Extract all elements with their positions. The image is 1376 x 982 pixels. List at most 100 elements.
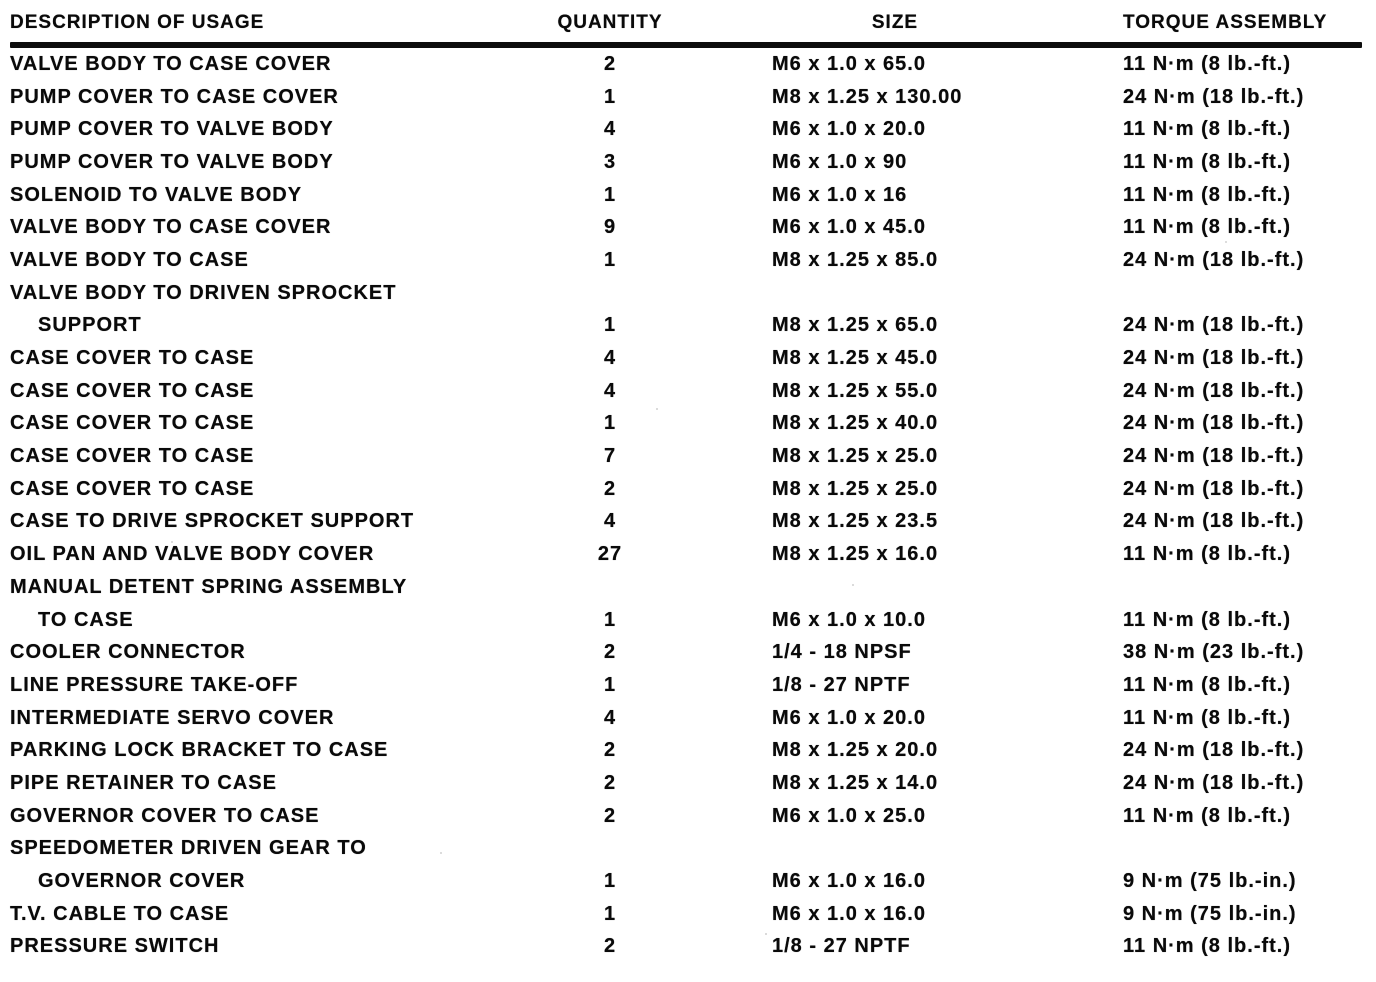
size-cell: M8 x 1.25 x 85.0 xyxy=(772,248,939,271)
table-row: CASE COVER TO CASE 1 M8 x 1.25 x 40.0 24… xyxy=(10,408,1362,441)
size-cell: M8 x 1.25 x 25.0 xyxy=(772,477,939,500)
torque-cell: 11 N·m (8 lb.-ft.) xyxy=(1123,935,1292,958)
table-row: CASE COVER TO CASE 4 M8 x 1.25 x 55.0 24… xyxy=(10,375,1362,408)
size-cell: M6 x 1.0 x 16.0 xyxy=(772,870,926,893)
quantity-cell: 1 xyxy=(603,412,617,435)
quantity-cell: 1 xyxy=(603,183,617,206)
size-cell: M8 x 1.25 x 55.0 xyxy=(772,379,939,402)
torque-cell: 11 N·m (8 lb.-ft.) xyxy=(1123,804,1292,827)
table-row: LINE PRESSURE TAKE-OFF 1 1/8 - 27 NPTF 1… xyxy=(10,669,1362,702)
torque-cell: 24 N·m (18 lb.-ft.) xyxy=(1123,771,1305,794)
size-cell: M6 x 1.0 x 20.0 xyxy=(772,706,926,729)
torque-cell: 11 N·m (8 lb.-ft.) xyxy=(1123,706,1292,729)
quantity-cell: 27 xyxy=(597,543,623,566)
torque-cell: 11 N·m (8 lb.-ft.) xyxy=(1123,150,1292,173)
quantity-cell: 2 xyxy=(603,52,617,75)
table-row: COOLER CONNECTOR 2 1/4 - 18 NPSF 38 N·m … xyxy=(10,636,1362,669)
size-cell: 1/4 - 18 NPSF xyxy=(772,641,912,664)
quantity-cell: 1 xyxy=(603,248,617,271)
description-cell: VALVE BODY TO CASE xyxy=(10,248,249,271)
description-cell: PIPE RETAINER TO CASE xyxy=(10,771,277,794)
size-cell: M8 x 1.25 x 25.0 xyxy=(772,445,939,468)
table-row: CASE COVER TO CASE 2 M8 x 1.25 x 25.0 24… xyxy=(10,473,1362,506)
table-row: PRESSURE SWITCH 2 1/8 - 27 NPTF 11 N·m (… xyxy=(10,931,1362,964)
description-cell: VALVE BODY TO DRIVEN SPROCKET xyxy=(10,281,397,304)
size-cell: M6 x 1.0 x 65.0 xyxy=(772,52,926,75)
table-row: SOLENOID TO VALVE BODY 1 M6 x 1.0 x 16 1… xyxy=(10,179,1362,212)
torque-cell: 24 N·m (18 lb.-ft.) xyxy=(1123,739,1305,762)
torque-cell: 24 N·m (18 lb.-ft.) xyxy=(1123,510,1305,533)
torque-cell: 11 N·m (8 lb.-ft.) xyxy=(1123,118,1292,141)
table-row: VALVE BODY TO DRIVEN SPROCKET xyxy=(10,277,1362,310)
size-cell: M8 x 1.25 x 23.5 xyxy=(772,510,939,533)
description-cell: PRESSURE SWITCH xyxy=(10,935,220,958)
torque-cell: 24 N·m (18 lb.-ft.) xyxy=(1123,314,1305,337)
size-cell: M6 x 1.0 x 25.0 xyxy=(772,804,926,827)
size-cell: M8 x 1.25 x 130.00 xyxy=(772,85,963,108)
quantity-cell: 1 xyxy=(603,673,617,696)
table-row: OIL PAN AND VALVE BODY COVER 27 M8 x 1.2… xyxy=(10,538,1362,571)
description-cell: OIL PAN AND VALVE BODY COVER xyxy=(10,543,375,566)
description-cell: SPEEDOMETER DRIVEN GEAR TO xyxy=(10,837,367,860)
column-header-quantity: QUANTITY xyxy=(557,12,663,33)
table-row: GOVERNOR COVER 1 M6 x 1.0 x 16.0 9 N·m (… xyxy=(10,865,1362,898)
torque-cell: 11 N·m (8 lb.-ft.) xyxy=(1123,673,1292,696)
table-row: CASE TO DRIVE SPROCKET SUPPORT 4 M8 x 1.… xyxy=(10,506,1362,539)
table-row: PUMP COVER TO VALVE BODY 4 M6 x 1.0 x 20… xyxy=(10,113,1362,146)
size-cell: M8 x 1.25 x 40.0 xyxy=(772,412,939,435)
description-cell: CASE COVER TO CASE xyxy=(10,347,255,370)
torque-cell: 9 N·m (75 lb.-in.) xyxy=(1123,870,1297,893)
header-divider-rule xyxy=(10,42,1362,48)
description-cell: SUPPORT xyxy=(38,314,142,337)
quantity-cell: 7 xyxy=(603,445,617,468)
quantity-cell: 4 xyxy=(603,118,617,141)
torque-cell: 24 N·m (18 lb.-ft.) xyxy=(1123,412,1305,435)
quantity-cell: 4 xyxy=(603,379,617,402)
description-cell: PUMP COVER TO VALVE BODY xyxy=(10,118,334,141)
torque-cell: 24 N·m (18 lb.-ft.) xyxy=(1123,445,1305,468)
table-row: PUMP COVER TO VALVE BODY 3 M6 x 1.0 x 90… xyxy=(10,146,1362,179)
description-cell: CASE COVER TO CASE xyxy=(10,445,255,468)
torque-cell: 11 N·m (8 lb.-ft.) xyxy=(1123,543,1292,566)
torque-cell: 24 N·m (18 lb.-ft.) xyxy=(1123,347,1305,370)
table-row: T.V. CABLE TO CASE 1 M6 x 1.0 x 16.0 9 N… xyxy=(10,898,1362,931)
table-row: CASE COVER TO CASE 4 M8 x 1.25 x 45.0 24… xyxy=(10,342,1362,375)
description-cell: LINE PRESSURE TAKE-OFF xyxy=(10,673,299,696)
quantity-cell: 9 xyxy=(603,216,617,239)
size-cell: M6 x 1.0 x 16.0 xyxy=(772,902,926,925)
torque-cell: 24 N·m (18 lb.-ft.) xyxy=(1123,379,1305,402)
table-row: SPEEDOMETER DRIVEN GEAR TO xyxy=(10,833,1362,866)
torque-cell: 9 N·m (75 lb.-in.) xyxy=(1123,902,1297,925)
size-cell: M6 x 1.0 x 16 xyxy=(772,183,908,206)
description-cell: T.V. CABLE TO CASE xyxy=(10,902,230,925)
quantity-cell: 2 xyxy=(603,641,617,664)
table-row: VALVE BODY TO CASE COVER 9 M6 x 1.0 x 45… xyxy=(10,211,1362,244)
description-cell: MANUAL DETENT SPRING ASSEMBLY xyxy=(10,575,408,598)
size-cell: M8 x 1.25 x 65.0 xyxy=(772,314,939,337)
quantity-cell: 4 xyxy=(603,347,617,370)
size-cell: M8 x 1.25 x 16.0 xyxy=(772,543,939,566)
quantity-cell: 2 xyxy=(603,935,617,958)
torque-cell: 11 N·m (8 lb.-ft.) xyxy=(1123,216,1292,239)
size-cell: M8 x 1.25 x 20.0 xyxy=(772,739,939,762)
size-cell: M8 x 1.25 x 14.0 xyxy=(772,771,939,794)
quantity-cell: 1 xyxy=(603,608,617,631)
quantity-cell: 3 xyxy=(603,150,617,173)
size-cell: M6 x 1.0 x 10.0 xyxy=(772,608,926,631)
size-cell: 1/8 - 27 NPTF xyxy=(772,935,911,958)
table-body: VALVE BODY TO CASE COVER 2 M6 x 1.0 x 65… xyxy=(10,48,1362,963)
description-cell: CASE COVER TO CASE xyxy=(10,412,255,435)
table-row: VALVE BODY TO CASE COVER 2 M6 x 1.0 x 65… xyxy=(10,48,1362,81)
description-cell: SOLENOID TO VALVE BODY xyxy=(10,183,303,206)
torque-cell: 11 N·m (8 lb.-ft.) xyxy=(1123,608,1292,631)
description-cell: TO CASE xyxy=(38,608,134,631)
torque-spec-table: DESCRIPTION OF USAGE QUANTITY SIZE TORQU… xyxy=(10,12,1362,963)
column-header-torque: TORQUE ASSEMBLY xyxy=(1123,12,1328,33)
quantity-cell: 2 xyxy=(603,771,617,794)
torque-cell: 38 N·m (23 lb.-ft.) xyxy=(1123,641,1305,664)
quantity-cell: 2 xyxy=(603,804,617,827)
torque-cell: 24 N·m (18 lb.-ft.) xyxy=(1123,477,1305,500)
description-cell: INTERMEDIATE SERVO COVER xyxy=(10,706,335,729)
size-cell: M6 x 1.0 x 45.0 xyxy=(772,216,926,239)
table-row: GOVERNOR COVER TO CASE 2 M6 x 1.0 x 25.0… xyxy=(10,800,1362,833)
